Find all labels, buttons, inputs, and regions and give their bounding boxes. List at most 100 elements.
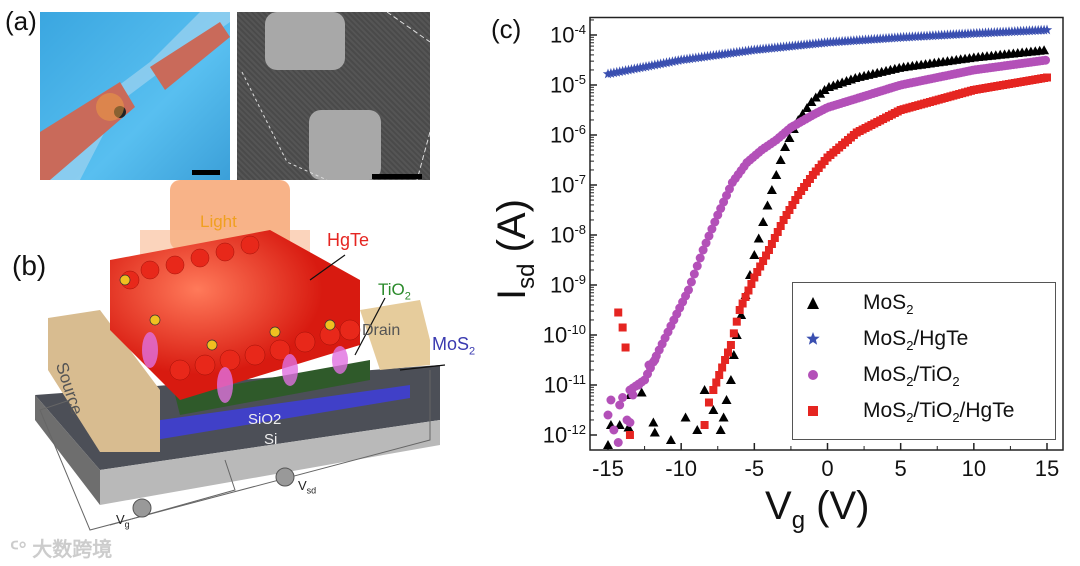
data-point-series-2 — [686, 277, 696, 287]
data-point-series-0 — [692, 425, 703, 434]
data-point-series-3 — [759, 257, 768, 265]
data-point-series-2 — [603, 410, 613, 420]
data-point-series-3 — [770, 234, 779, 242]
watermark-logo-icon: ᑦ° — [10, 539, 27, 561]
x-tick-label: 5 — [894, 456, 907, 481]
data-point-series-3 — [741, 293, 750, 301]
hgte-label: HgTe — [327, 230, 370, 250]
data-point-series-3 — [1043, 73, 1051, 82]
data-point-series-0 — [802, 103, 813, 112]
data-point-series-1 — [1041, 24, 1053, 35]
scale-bar — [192, 170, 220, 175]
vg-text: V — [116, 512, 125, 527]
light-label: Light — [200, 212, 237, 231]
data-point-series-0 — [753, 233, 764, 243]
y-tick-label: 10-5 — [549, 72, 586, 98]
x-tick-label: -10 — [665, 456, 698, 481]
x-tick-label: -5 — [744, 456, 765, 481]
device-schematic — [35, 180, 446, 531]
data-point-series-0 — [648, 417, 659, 427]
data-point-series-3 — [756, 262, 765, 271]
legend-marker-circle-icon — [808, 370, 818, 380]
data-point-series-0 — [708, 405, 719, 414]
data-point-series-2 — [683, 285, 693, 295]
data-point-series-0 — [775, 155, 786, 164]
data-point-series-2 — [695, 253, 705, 263]
data-point-series-0 — [614, 420, 625, 429]
optical-micrograph — [40, 12, 230, 180]
legend-entry: MoS2/TiO2 — [808, 363, 960, 389]
electron-glow — [142, 332, 348, 403]
legend-entry: MoS2/HgTe — [806, 327, 968, 353]
data-point-series-3 — [779, 216, 788, 224]
data-point-series-0 — [623, 422, 634, 432]
data-point-series-0 — [665, 435, 676, 444]
data-point-series-2 — [606, 395, 616, 405]
data-point-series-3 — [614, 308, 623, 317]
data-point-series-0 — [603, 440, 613, 449]
data-point-series-3 — [744, 286, 753, 295]
hole-symbols — [119, 274, 336, 351]
y-tick-label: 10-8 — [549, 222, 586, 248]
legend-entry: MoS2 — [807, 291, 913, 317]
data-point-series-3 — [764, 246, 773, 254]
data-point-series-3 — [767, 240, 776, 248]
data-point-series-3 — [709, 386, 718, 394]
y-tick-label: 10-7 — [549, 172, 586, 198]
data-point-series-3 — [723, 348, 732, 357]
data-point-series-3 — [625, 431, 634, 439]
data-point-series-3 — [704, 398, 713, 407]
data-point-series-3 — [618, 323, 627, 332]
data-point-series-2 — [1041, 55, 1051, 65]
data-point-series-3 — [718, 363, 727, 372]
data-point-series-3 — [715, 371, 724, 379]
sem-micrograph — [237, 12, 430, 180]
data-point-series-3 — [621, 343, 630, 352]
vg-label: Vg — [116, 512, 130, 530]
x-axis-label: Vg (V) — [765, 484, 869, 535]
data-point-series-0 — [749, 250, 760, 259]
y-tick-label: 10-11 — [543, 372, 586, 398]
mos2-label: MoS2 — [432, 334, 475, 358]
y-tick-label: 10-9 — [549, 272, 586, 298]
data-point-series-0 — [1039, 45, 1050, 55]
data-point-series-3 — [782, 211, 791, 219]
data-point-series-0 — [771, 170, 782, 179]
legend-marker-star-icon — [806, 332, 820, 345]
sem-device-image — [241, 12, 430, 180]
y-tick-label: 10-10 — [542, 322, 586, 348]
data-point-series-0 — [758, 217, 769, 226]
data-point-series-0 — [736, 310, 747, 319]
data-point-series-3 — [729, 329, 738, 338]
legend-marker-triangle-icon — [807, 297, 819, 309]
optical-device-image — [40, 12, 230, 180]
legend-entry: MoS2/TiO2/HgTe — [808, 399, 1014, 425]
data-point-series-1 — [632, 62, 643, 73]
data-point-series-3 — [747, 280, 756, 288]
vg-subscript: g — [124, 519, 130, 530]
data-point-series-2 — [704, 231, 714, 241]
mos2-text: MoS — [432, 334, 470, 354]
data-point-series-3 — [753, 268, 762, 276]
tio2-subscript: 2 — [404, 290, 411, 303]
mos2-subscript: 2 — [469, 345, 476, 358]
data-point-series-3 — [762, 251, 771, 260]
tio2-text: TiO — [378, 280, 405, 299]
data-point-series-3 — [785, 206, 794, 214]
data-point-series-3 — [791, 196, 800, 204]
data-point-series-2 — [609, 425, 619, 435]
y-tick-label: 10-12 — [542, 422, 586, 448]
legend: MoS2 MoS2/HgTe MoS2/TiO2 MoS2/TiO2/HgTe — [792, 282, 1056, 440]
data-point-series-0 — [762, 200, 773, 210]
panel-label-a: (a) — [5, 6, 37, 36]
data-point-series-0 — [725, 375, 736, 384]
data-point-series-2 — [613, 438, 623, 447]
scale-bar — [372, 174, 422, 179]
data-point-series-1 — [643, 60, 655, 71]
data-point-series-0 — [819, 85, 830, 94]
panel-label-b: (b) — [12, 250, 47, 281]
panel-label-c: (c) — [491, 14, 522, 44]
x-axis-label-unit: (V) — [805, 484, 870, 528]
